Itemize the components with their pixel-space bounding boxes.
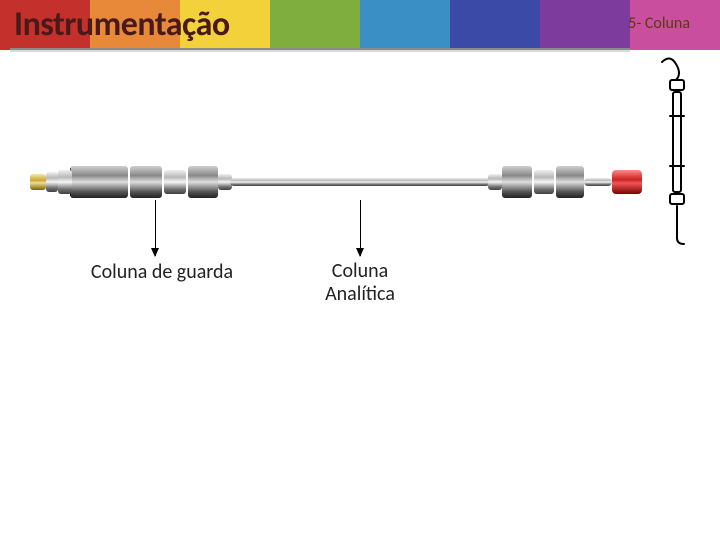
- stripe: [450, 0, 540, 50]
- label-analytical-line2: Analítica: [325, 282, 395, 306]
- analytical-tube: [230, 178, 490, 186]
- label-analytical-line1: Coluna: [332, 259, 388, 283]
- coupler: [534, 170, 554, 194]
- label-analytical-column: Coluna Analítica: [290, 260, 430, 306]
- hex-nut: [130, 166, 162, 198]
- column-apparatus-icon: [656, 56, 700, 246]
- hex-nut: [502, 166, 532, 198]
- coupler: [164, 170, 186, 194]
- nut-steel: [46, 172, 58, 192]
- end-cap-red: [612, 170, 642, 194]
- hex-nut: [556, 166, 584, 198]
- title-underline: [10, 48, 630, 50]
- page-title: Instrumentação: [14, 4, 230, 45]
- ferrule-gold: [30, 174, 46, 190]
- guard-body-knurled: [70, 166, 128, 198]
- stripe: [270, 0, 360, 50]
- column-assembly-diagram: [30, 130, 670, 240]
- guard-cap: [58, 170, 72, 194]
- outlet-tube: [584, 178, 612, 186]
- ferrule: [488, 174, 502, 190]
- stripe: [540, 0, 630, 50]
- arrow-guard: [155, 200, 156, 256]
- hex-nut: [188, 166, 218, 198]
- label-guard-column: Coluna de guarda: [62, 260, 262, 284]
- stripe: [360, 0, 450, 50]
- section-label: 5- Coluna: [628, 14, 690, 33]
- arrow-analytical: [360, 200, 361, 256]
